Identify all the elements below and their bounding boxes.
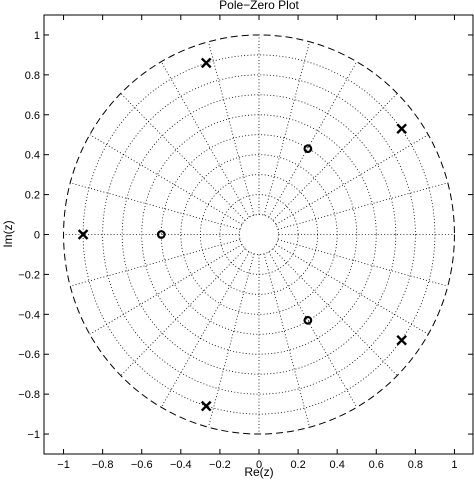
chart-title: Pole−Zero Plot bbox=[219, 0, 299, 12]
grid-ring bbox=[82, 54, 436, 415]
y-tick-label: −0.8 bbox=[18, 389, 40, 401]
grid-ring bbox=[160, 134, 358, 335]
y-tick-label: 0.2 bbox=[25, 190, 40, 202]
x-tick-label: −1 bbox=[57, 459, 70, 471]
poles-series bbox=[77, 57, 407, 412]
pole-marker bbox=[77, 229, 89, 240]
grid-spoke bbox=[263, 253, 310, 428]
x-tick-label: 0.4 bbox=[330, 459, 345, 471]
y-tick-label: 0 bbox=[34, 230, 40, 242]
axes-frame bbox=[43, 14, 474, 455]
zero-marker bbox=[303, 315, 313, 325]
grid-spoke bbox=[70, 182, 241, 230]
x-tick-label: 0.2 bbox=[290, 459, 305, 471]
y-tick-label: 0.6 bbox=[25, 110, 40, 122]
x-tick-label: −0.6 bbox=[131, 459, 153, 471]
grid-ring bbox=[239, 214, 279, 255]
grid-spoke bbox=[263, 41, 310, 216]
grid-spoke bbox=[208, 41, 255, 216]
grid-spoke bbox=[120, 248, 246, 376]
x-tick-label: −0.2 bbox=[209, 459, 231, 471]
x-axis-label: Re(z) bbox=[244, 465, 273, 479]
polar-grid-rings bbox=[82, 54, 436, 415]
plot-area bbox=[63, 34, 455, 435]
grid-ring bbox=[141, 114, 377, 355]
grid-ring bbox=[180, 154, 338, 315]
zero-marker bbox=[156, 230, 166, 239]
grid-spoke bbox=[120, 93, 246, 221]
y-tick-label: −0.4 bbox=[18, 309, 40, 321]
y-tick-label: −0.6 bbox=[18, 349, 40, 361]
pole-marker bbox=[200, 57, 212, 69]
grid-ring bbox=[102, 74, 416, 395]
zeros-series bbox=[156, 144, 313, 325]
grid-spoke bbox=[277, 182, 448, 230]
x-tick-label: −0.4 bbox=[170, 459, 192, 471]
x-tick-label: 0.6 bbox=[369, 459, 384, 471]
grid-ring bbox=[121, 94, 397, 375]
grid-spoke bbox=[275, 134, 429, 225]
grid-spoke bbox=[160, 61, 250, 218]
grid-spoke bbox=[89, 244, 243, 335]
y-axis-label: Im(z) bbox=[1, 220, 15, 247]
y-tick-label: 1 bbox=[34, 30, 40, 42]
pole-marker bbox=[396, 334, 407, 346]
grid-spoke bbox=[70, 239, 241, 287]
unit-circle bbox=[63, 34, 455, 435]
pole-marker bbox=[200, 400, 212, 412]
y-tick-label: −1 bbox=[27, 429, 40, 441]
grid-spoke bbox=[275, 244, 429, 335]
grid-spoke bbox=[272, 248, 398, 376]
y-tick-label: 0.8 bbox=[25, 70, 40, 82]
grid-spoke bbox=[268, 251, 358, 408]
x-tick-label: 0.8 bbox=[408, 459, 423, 471]
y-tick-label: 0.4 bbox=[25, 150, 40, 162]
y-axis: −1 −0.8 −0.6 −0.4 −0.2 0 0.2 0.4 0.6 0.8 1 bbox=[18, 30, 473, 441]
polar-grid-spokes bbox=[63, 34, 455, 435]
x-axis: −1 −0.8 −0.6 −0.4 −0.2 0 0.2 0.4 0.6 0.8 1 bbox=[57, 15, 458, 471]
grid-spoke bbox=[160, 251, 250, 408]
grid-spoke bbox=[272, 93, 398, 221]
x-tick-label: 1 bbox=[451, 459, 457, 471]
pole-marker bbox=[396, 123, 407, 135]
y-tick-label: −0.2 bbox=[18, 269, 40, 281]
x-tick-label: 0 bbox=[256, 459, 262, 471]
grid-spoke bbox=[277, 239, 448, 287]
grid-spoke bbox=[208, 253, 255, 428]
grid-spoke bbox=[268, 61, 358, 218]
x-tick-label: −0.8 bbox=[92, 459, 114, 471]
grid-spoke bbox=[89, 134, 243, 225]
zero-marker bbox=[303, 144, 313, 154]
